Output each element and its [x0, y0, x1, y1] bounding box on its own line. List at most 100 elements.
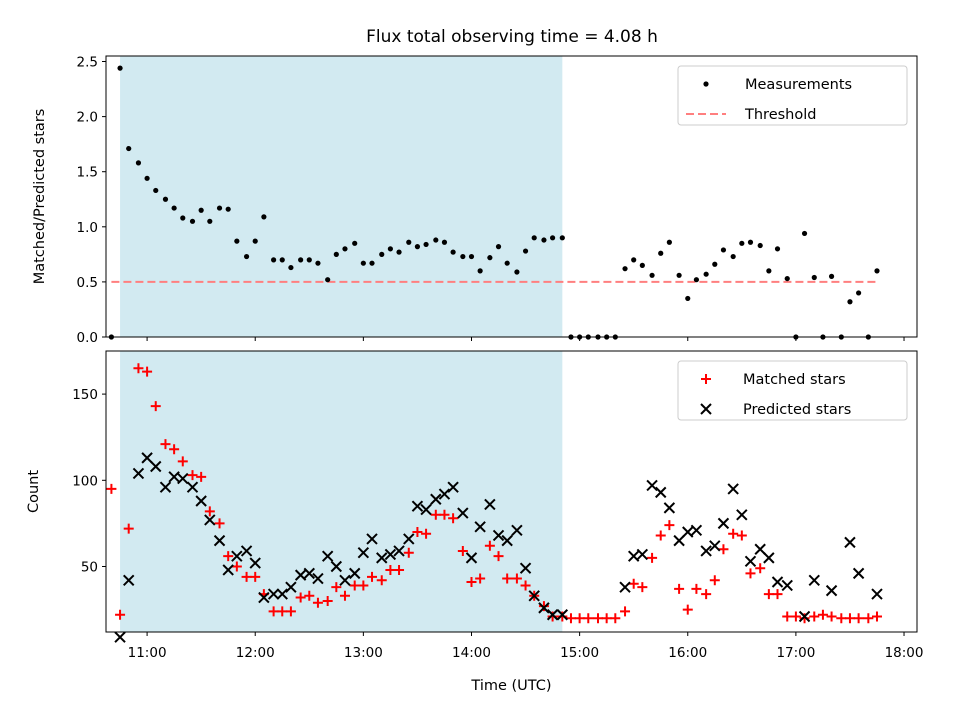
legend-matched: Matched stars — [743, 372, 846, 388]
matched-star-point — [115, 609, 126, 620]
matched-star-point — [574, 613, 585, 624]
measurement-point — [774, 246, 781, 252]
predicted-star-point — [852, 567, 865, 580]
measurement-point — [450, 249, 456, 255]
legend-box — [677, 65, 908, 126]
matched-star-point — [196, 471, 207, 482]
predicted-star-point — [204, 514, 216, 526]
predicted-star-point — [321, 550, 334, 562]
matched-star-point — [620, 606, 631, 617]
matched-star-point — [376, 575, 387, 586]
measurement-point — [801, 230, 808, 237]
measurement-point — [522, 248, 529, 254]
matched-star-point — [583, 613, 594, 624]
predicted-star-point — [403, 533, 415, 545]
measurement-point — [649, 272, 655, 278]
predicted-star-point — [771, 576, 784, 588]
measurement-point — [406, 239, 412, 245]
measurement-point — [477, 268, 483, 274]
measurement-point — [856, 290, 862, 296]
predicted-star-point — [808, 574, 820, 586]
predicted-star-point — [303, 567, 315, 580]
chart-title: Flux total observing time = 4.08 h — [366, 27, 658, 47]
predicted-star-point — [673, 534, 685, 547]
matched-star-point — [295, 592, 306, 603]
matched-star-point — [682, 604, 693, 615]
matched-star-point — [511, 573, 522, 584]
measurement-point — [325, 277, 331, 283]
measurement-point — [828, 273, 835, 279]
x-tick-label: 16:00 — [668, 645, 707, 661]
measurement-point — [514, 269, 520, 275]
matched-star-point — [204, 506, 215, 517]
measurement-point — [279, 257, 285, 263]
ratio-panel: 0.0 0.5 1.0 1.5 2.0 2.5 Matched/Predicted star… — [32, 55, 918, 346]
predicted-star-point — [258, 591, 270, 604]
measurement-point — [730, 253, 736, 260]
measurement-point — [207, 218, 213, 224]
matched-star-point — [214, 518, 225, 529]
matched-star-point — [439, 509, 450, 520]
measurement-point — [189, 218, 196, 224]
measurement-point — [396, 249, 402, 255]
predicted-star-point — [339, 574, 351, 586]
predicted-star-point — [357, 546, 370, 559]
predicted-star-point — [484, 498, 496, 511]
predicted-star-point — [646, 479, 658, 492]
measurement-point — [387, 246, 393, 252]
measurement-point — [549, 235, 556, 241]
observing-interval-shade — [120, 351, 563, 632]
matched-star-point — [250, 571, 261, 582]
predicted-star-point — [312, 572, 324, 585]
x-tick-label: 15:00 — [560, 645, 599, 661]
matched-star-point — [628, 578, 639, 589]
y-tick-label: 0.5 — [77, 275, 98, 291]
predicted-star-point — [736, 509, 748, 521]
measurement-point — [117, 65, 123, 71]
measurement-point — [315, 260, 321, 266]
matched-star-point — [772, 589, 783, 600]
matched-star-point — [782, 611, 793, 622]
matched-star-point — [565, 613, 576, 624]
measurement-point — [180, 215, 186, 221]
measurement-point — [874, 268, 880, 274]
measurement-point — [144, 175, 150, 181]
y-tick-label: 150 — [72, 387, 98, 403]
matched-star-point — [385, 564, 396, 575]
y-tick-label: 1.5 — [77, 165, 98, 181]
matched-star-point — [593, 613, 604, 624]
measurement-point — [243, 253, 250, 260]
predicted-star-point — [511, 524, 523, 536]
matched-star-point — [466, 577, 477, 588]
matched-star-point — [799, 613, 810, 624]
predicted-star-point — [384, 548, 397, 561]
predicted-star-point — [781, 579, 793, 592]
measurement-point — [712, 261, 718, 267]
measurement-point — [639, 262, 645, 268]
x-tick-label: 11:00 — [128, 645, 167, 661]
matched-star-point — [520, 580, 531, 591]
predicted-star-point — [798, 610, 811, 623]
measurement-point — [261, 214, 267, 220]
predicted-star-point — [222, 564, 234, 576]
measurement-point — [847, 299, 853, 305]
measurement-point — [703, 271, 709, 277]
matched-star-point — [231, 561, 242, 572]
measurement-point — [757, 242, 763, 249]
predicted-star-point — [546, 609, 559, 621]
measurement-point — [271, 257, 277, 263]
matched-star-point — [285, 606, 296, 617]
axes-frame — [105, 55, 918, 338]
predicted-star-point — [411, 500, 424, 512]
matched-star-point — [475, 573, 486, 584]
measurement-point — [369, 260, 375, 266]
predicted-star-point — [744, 555, 757, 568]
measurement-point — [460, 253, 466, 260]
legend-box — [677, 360, 908, 421]
measurement-point — [352, 240, 358, 246]
x-tick-label: 13:00 — [344, 645, 383, 661]
measurement-point — [720, 247, 727, 253]
matched-star-point — [177, 456, 188, 467]
measurement-point — [414, 244, 421, 250]
matched-star-point — [691, 583, 702, 594]
